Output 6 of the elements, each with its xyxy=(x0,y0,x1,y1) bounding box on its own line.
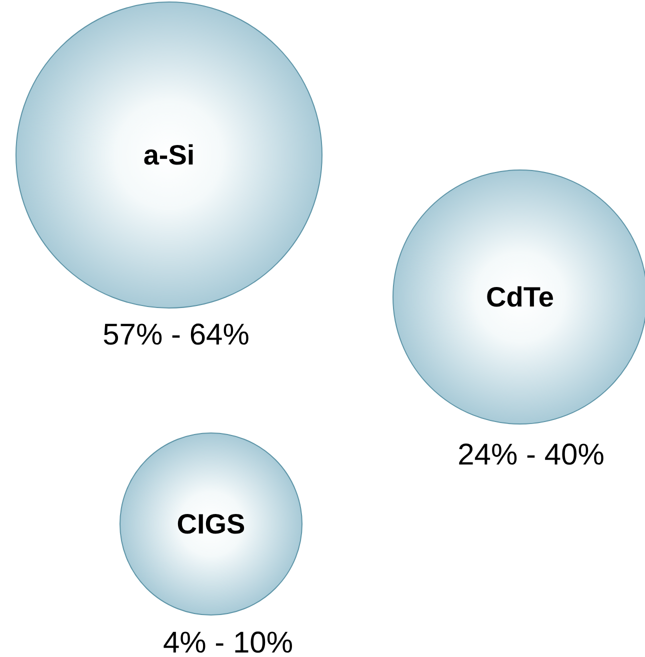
category-label: a-Si xyxy=(143,140,195,170)
data-label: 4% - 10% xyxy=(162,626,294,657)
data-label: 24% - 40% xyxy=(458,438,604,472)
data-label: 57% - 64% xyxy=(102,318,250,352)
category-label: CdTe xyxy=(486,282,554,312)
category-label: CIGS xyxy=(176,508,246,540)
